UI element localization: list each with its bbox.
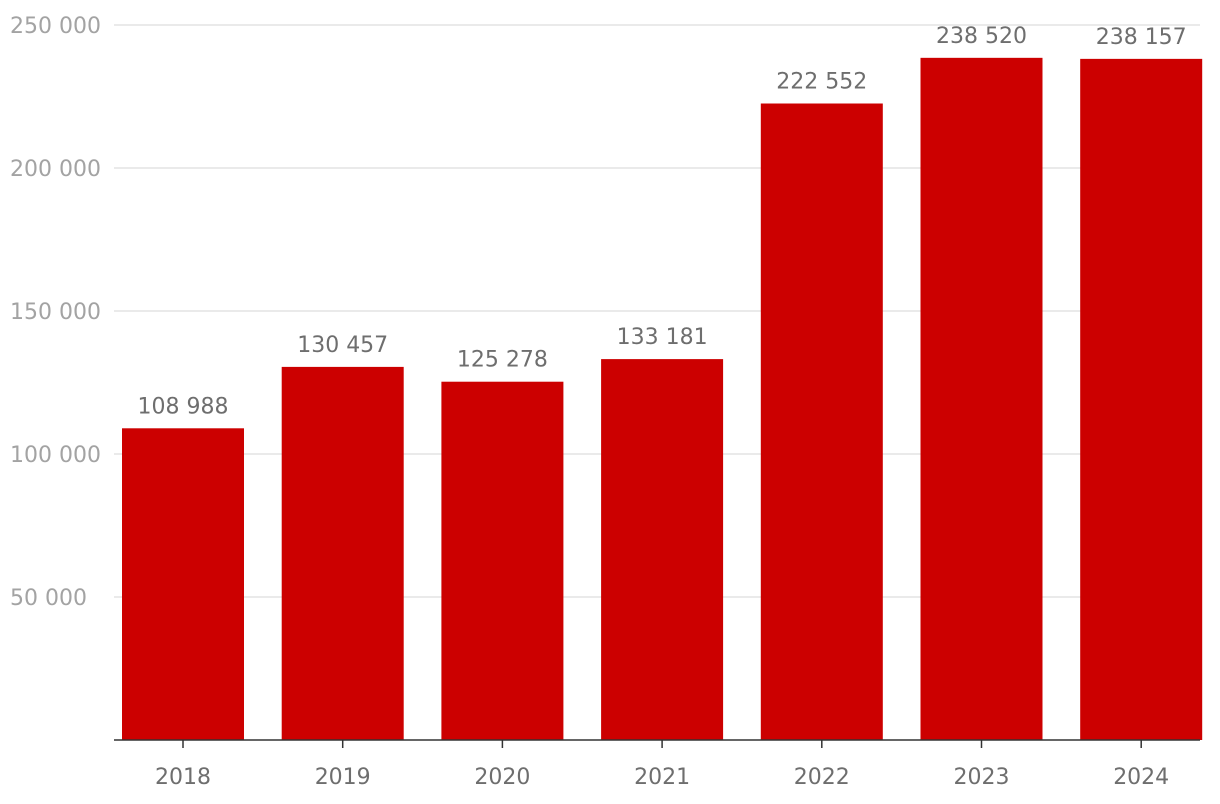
- y-tick-label: 50 000: [10, 586, 87, 611]
- data-label-2022: 222 552: [776, 70, 867, 95]
- bar-2023: [920, 57, 1043, 740]
- x-tick-label-2023: 2023: [954, 765, 1010, 790]
- x-tick-label-2024: 2024: [1113, 765, 1169, 790]
- bar-2018: [122, 428, 244, 740]
- x-axis: [114, 739, 1200, 748]
- data-label-2023: 238 520: [936, 24, 1027, 49]
- bar-2019: [281, 366, 404, 740]
- x-axis-tick-labels: 2018 2019 2020 2021 2022 2023 2024: [155, 765, 1169, 790]
- bar-2021: [601, 359, 724, 740]
- bar-2020: [441, 381, 564, 740]
- x-tick-label-2022: 2022: [794, 765, 850, 790]
- x-tick-label-2018: 2018: [155, 765, 211, 790]
- bar-2024: [1080, 58, 1203, 741]
- data-label-2021: 133 181: [617, 325, 708, 350]
- data-labels: 108 988 130 457 125 278 133 181 222 552 238 5…: [138, 24, 1187, 419]
- y-tick-label: 200 000: [10, 157, 101, 182]
- bars: [122, 57, 1203, 741]
- data-label-2024: 238 157: [1096, 25, 1187, 50]
- y-tick-label: 100 000: [10, 443, 101, 468]
- x-tick-label-2021: 2021: [634, 765, 690, 790]
- data-label-2020: 125 278: [457, 348, 548, 373]
- data-label-2019: 130 457: [297, 333, 388, 358]
- x-tick-label-2020: 2020: [474, 765, 530, 790]
- y-axis-tick-labels: 50 000 100 000 150 000 200 000 250 000: [10, 14, 101, 611]
- bar-2022: [760, 103, 883, 740]
- y-tick-label: 150 000: [10, 300, 101, 325]
- x-tick-label-2019: 2019: [315, 765, 371, 790]
- y-tick-label: 250 000: [10, 14, 101, 39]
- data-label-2018: 108 988: [138, 394, 229, 419]
